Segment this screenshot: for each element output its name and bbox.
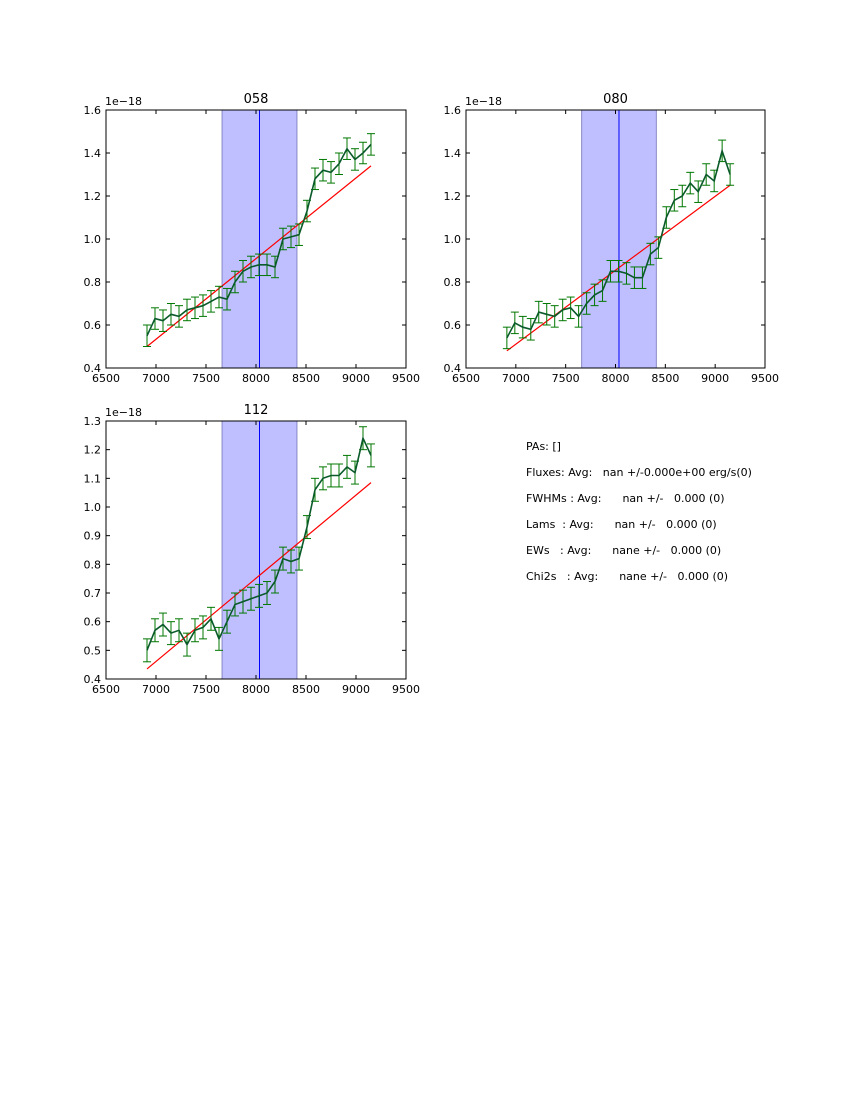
y-offset-label: 1e−18 xyxy=(105,406,142,419)
panel-112: 6500 7000 7500 8000 8500 9000 9500 0.4 0.5 0.6 0.7… xyxy=(84,403,421,696)
x-tick-label: 6500 xyxy=(92,372,120,385)
x-tick-label: 8500 xyxy=(292,683,320,696)
x-tick-label: 9000 xyxy=(342,683,370,696)
x-tick-label: 6500 xyxy=(92,683,120,696)
panel-title: 058 xyxy=(244,92,269,107)
data-series-line xyxy=(146,435,372,651)
x-tick-label: 7500 xyxy=(192,372,220,385)
stats-chi2s: Chi2s : Avg: nane +/- 0.000 (0) xyxy=(526,570,729,583)
y-tick-label: 1.0 xyxy=(84,501,102,514)
y-tick-label: 0.6 xyxy=(84,616,102,629)
y-tick-label: 0.6 xyxy=(444,319,462,332)
y-tick-label: 1.6 xyxy=(444,104,462,117)
x-tick-label: 8500 xyxy=(651,372,679,385)
panel-058: 6500 7000 7500 8000 8500 9000 9500 0.4 0.6 0.8 1.0… xyxy=(84,92,421,385)
x-tick-label: 9500 xyxy=(392,683,420,696)
y-tick-label: 0.8 xyxy=(444,276,462,289)
y-tick-label: 0.5 xyxy=(84,644,102,657)
y-tick-label: 1.4 xyxy=(444,147,462,160)
y-tick-label: 1.1 xyxy=(84,472,102,485)
stats-pas: PAs: [] xyxy=(526,440,561,453)
y-tick-label: 0.6 xyxy=(84,319,102,332)
y-tick-label: 0.7 xyxy=(84,587,102,600)
y-tick-label: 1.0 xyxy=(444,233,462,246)
panel-title: 112 xyxy=(244,403,269,418)
x-tick-label: 8500 xyxy=(292,372,320,385)
stats-text: PAs: [] Fluxes: Avg: nan +/-0.000e+00 erg… xyxy=(526,434,752,590)
x-tick-label: 8000 xyxy=(242,683,270,696)
panel-080: 6500 7000 7500 8000 8500 9000 9500 0.4 0.6 0.8 1.0… xyxy=(444,92,780,385)
stats-ews: EWs : Avg: nane +/- 0.000 (0) xyxy=(526,544,722,557)
panel-title: 080 xyxy=(603,92,628,107)
fit-line xyxy=(146,482,372,670)
x-tick-label: 8000 xyxy=(602,372,630,385)
x-tick-label: 7000 xyxy=(142,683,170,696)
y-tick-label: 1.6 xyxy=(84,104,102,117)
stats-fluxes: Fluxes: Avg: nan +/-0.000e+00 erg/s(0) xyxy=(526,466,752,479)
y-tick-label: 1.0 xyxy=(84,233,102,246)
x-tick-label: 8000 xyxy=(242,372,270,385)
error-bar xyxy=(726,163,735,186)
x-tick-label: 9500 xyxy=(751,372,779,385)
x-tick-label: 9500 xyxy=(392,372,420,385)
y-offset-label: 1e−18 xyxy=(465,95,502,108)
y-tick-label: 0.4 xyxy=(444,362,462,375)
stats-lams: Lams : Avg: nan +/- 0.000 (0) xyxy=(526,518,717,531)
y-tick-label: 1.4 xyxy=(84,147,102,160)
y-tick-label: 1.2 xyxy=(84,444,102,457)
data-series-line xyxy=(146,143,372,337)
data-series-line xyxy=(506,148,731,339)
y-tick-label: 1.2 xyxy=(84,190,102,203)
x-tick-label: 7000 xyxy=(502,372,530,385)
error-bar xyxy=(502,326,511,350)
error-bar xyxy=(143,638,151,663)
x-tick-label: 6500 xyxy=(452,372,480,385)
x-tick-label: 7500 xyxy=(192,683,220,696)
y-tick-label: 1.2 xyxy=(444,190,462,203)
x-tick-label: 9000 xyxy=(701,372,729,385)
x-tick-label: 9000 xyxy=(342,372,370,385)
y-tick-label: 0.4 xyxy=(84,362,102,375)
y-tick-label: 0.4 xyxy=(84,673,102,686)
y-tick-label: 0.9 xyxy=(84,530,102,543)
x-tick-label: 7000 xyxy=(142,372,170,385)
y-tick-label: 1.3 xyxy=(84,415,102,428)
y-offset-label: 1e−18 xyxy=(105,95,142,108)
y-tick-label: 0.8 xyxy=(84,276,102,289)
y-tick-label: 0.8 xyxy=(84,558,102,571)
x-tick-label: 7500 xyxy=(552,372,580,385)
stats-fwhms: FWHMs : Avg: nan +/- 0.000 (0) xyxy=(526,492,725,505)
